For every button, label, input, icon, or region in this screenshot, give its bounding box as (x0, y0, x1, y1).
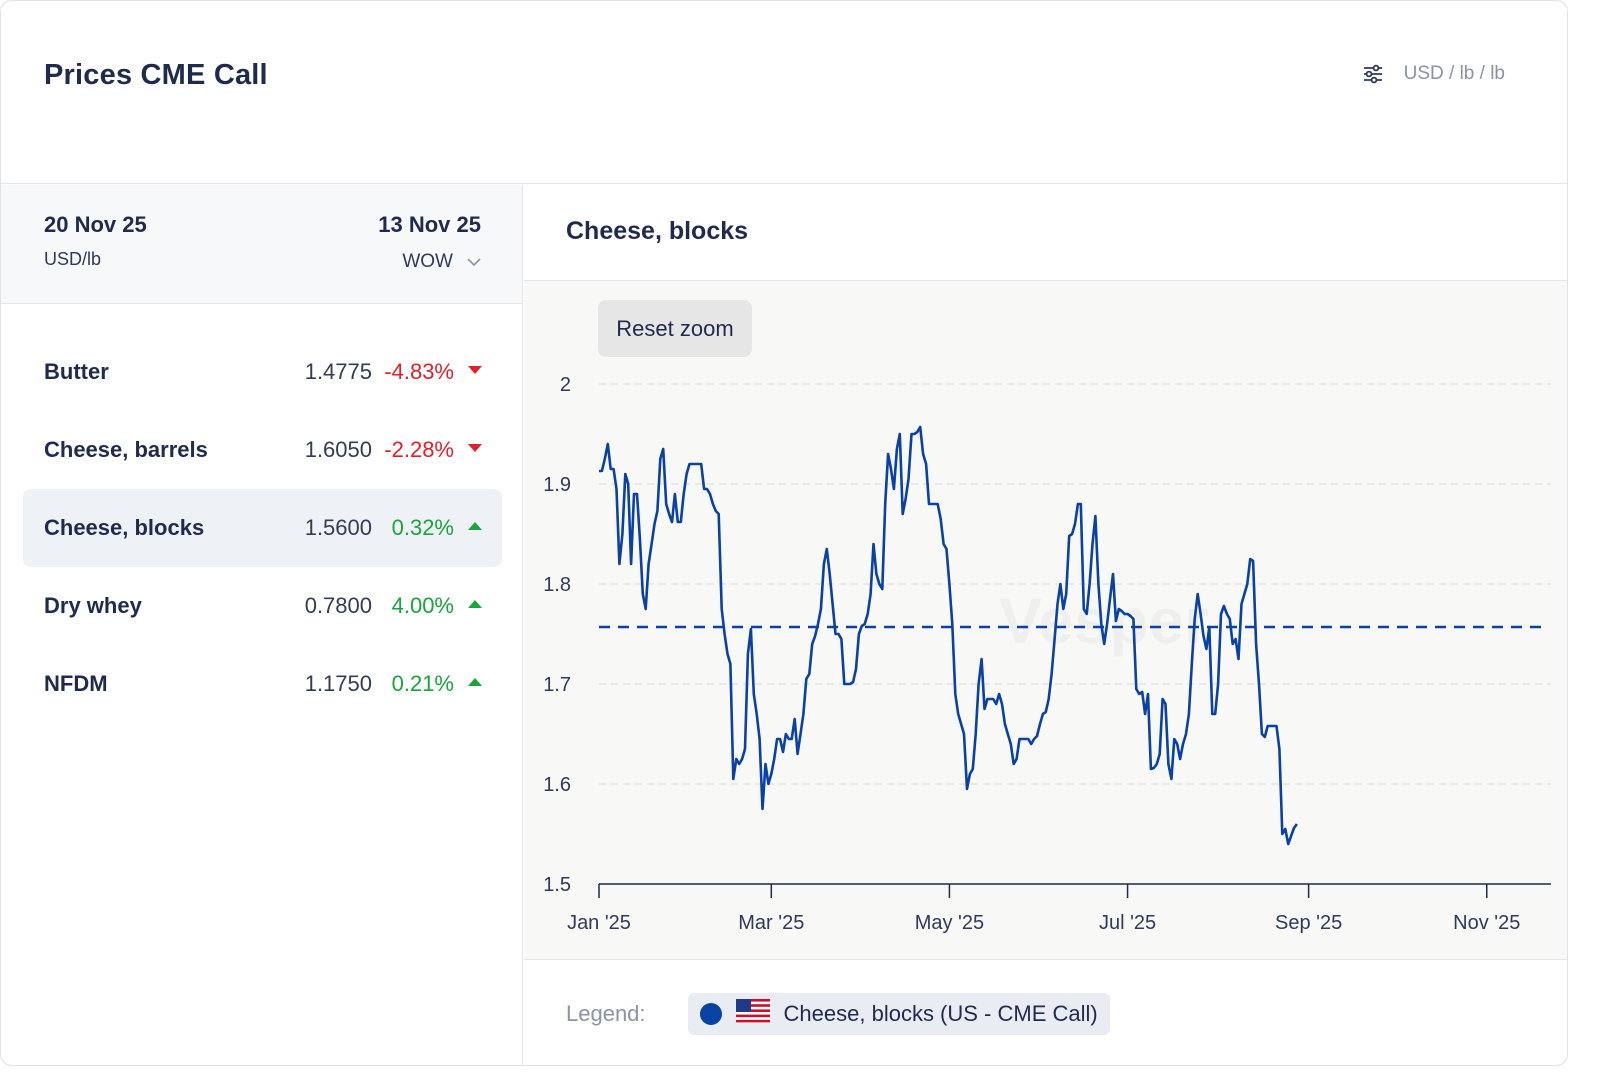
y-tick-label: 2 (560, 374, 571, 396)
us-flag-icon (735, 999, 770, 1029)
series-line-cheese-blocks (599, 425, 1298, 846)
legend-label: Legend: (566, 1001, 646, 1026)
period-label: WOW (402, 251, 453, 272)
product-row-nfdm[interactable]: NFDM 1.1750 0.21% (23, 645, 502, 723)
product-change: 4.00% (391, 593, 454, 618)
product-change: -4.83% (384, 359, 454, 384)
unit-selector-label: USD / lb / lb (1403, 63, 1505, 84)
product-change: -2.28% (384, 437, 454, 462)
x-tick-label: Jan '25 (567, 912, 631, 934)
x-tick-label: Mar '25 (738, 912, 804, 934)
arrow-up-icon (468, 522, 482, 530)
unit-selector-button[interactable]: USD / lb / lb (1362, 63, 1505, 85)
legend-entry-label: Cheese, blocks (US - CME Call) (783, 1001, 1098, 1026)
y-tick-label: 1.5 (543, 874, 571, 896)
chart-legend: Legend: Cheese, blocks (US - CME Call) (566, 993, 1110, 1035)
chart-watermark: Vesper (999, 585, 1209, 657)
product-row-cheese-barrels[interactable]: Cheese, barrels 1.6050 -2.28% (23, 411, 502, 489)
product-name: Dry whey (44, 593, 142, 618)
y-tick-label: 1.7 (543, 674, 571, 696)
x-tick-label: Jul '25 (1099, 912, 1156, 934)
page-title: Prices CME Call (44, 59, 268, 91)
product-name: Cheese, blocks (44, 515, 205, 540)
current-date: 20 Nov 25 (44, 212, 147, 237)
product-row-dry-whey[interactable]: Dry whey 0.7800 4.00% (23, 567, 502, 645)
product-value: 1.5600 (304, 515, 372, 540)
chevron-down-icon (467, 251, 481, 273)
chart-panel: Cheese, blocks Vesper 1.5 1.6 1.7 1.8 1.9 2 Jan… (524, 185, 1568, 1065)
product-value: 1.1750 (304, 671, 372, 696)
arrow-down-icon (468, 366, 482, 374)
sliders-icon (1362, 63, 1384, 85)
product-name: NFDM (44, 671, 108, 696)
arrow-down-icon (468, 444, 482, 452)
product-row-butter[interactable]: Butter 1.4775 -4.83% (23, 333, 502, 411)
summary-header: 20 Nov 25 USD/lb 13 Nov 25 WOW (1, 185, 522, 304)
product-change: 0.32% (391, 515, 454, 540)
prices-card: Prices CME Call USD / lb / lb 20 Nov 25 … (0, 0, 1568, 1066)
product-value: 0.7800 (304, 593, 372, 618)
x-tick-label: Sep '25 (1275, 912, 1342, 934)
card-header: Prices CME Call USD / lb / lb (1, 1, 1567, 184)
period-dropdown[interactable]: WOW (402, 251, 481, 273)
price-line-chart[interactable]: Vesper 1.5 1.6 1.7 1.8 1.9 2 Jan '25 Mar '25 May … (524, 281, 1568, 961)
chart-title: Cheese, blocks (566, 217, 749, 245)
compare-date: 13 Nov 25 (378, 212, 481, 237)
x-tick-label: Nov '25 (1453, 912, 1520, 934)
price-unit: USD/lb (44, 249, 102, 269)
y-tick-label: 1.9 (543, 474, 571, 496)
product-change: 0.21% (391, 671, 454, 696)
product-list: Butter 1.4775 -4.83% Cheese, barrels 1.6… (23, 333, 502, 723)
x-tick-label: May '25 (915, 912, 984, 934)
chart-area[interactable]: Vesper 1.5 1.6 1.7 1.8 1.9 2 Jan '25 Mar '25 May … (524, 280, 1568, 961)
arrow-up-icon (468, 678, 482, 686)
product-row-cheese-blocks[interactable]: Cheese, blocks 1.5600 0.32% (23, 489, 502, 567)
product-value: 1.4775 (304, 359, 372, 384)
arrow-up-icon (468, 600, 482, 608)
y-tick-label: 1.8 (543, 574, 571, 596)
product-name: Cheese, barrels (44, 437, 208, 462)
product-list-panel: 20 Nov 25 USD/lb 13 Nov 25 WOW Butter 1.… (1, 185, 523, 1065)
y-tick-label: 1.6 (543, 774, 571, 796)
product-name: Butter (44, 359, 109, 384)
product-value: 1.6050 (304, 437, 372, 462)
reset-zoom-button[interactable]: Reset zoom (598, 300, 752, 357)
legend-item[interactable]: Cheese, blocks (US - CME Call) (687, 993, 1110, 1035)
series-dot (699, 1003, 722, 1025)
